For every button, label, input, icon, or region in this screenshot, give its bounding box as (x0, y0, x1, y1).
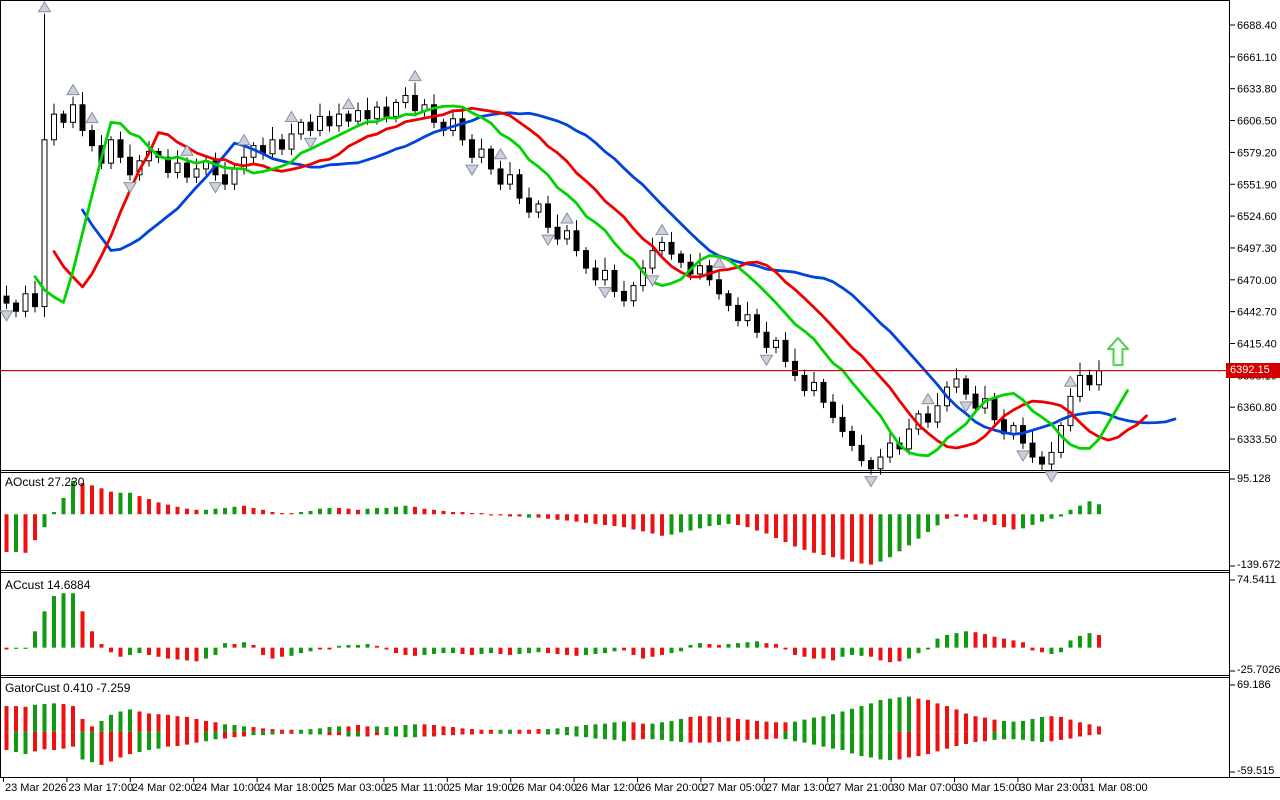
svg-text:26 Mar 04:00: 26 Mar 04:00 (512, 782, 577, 794)
candles-layer (3, 13, 1102, 475)
window-borders (0, 0, 1280, 778)
price-axis[interactable] (1230, 0, 1280, 777)
ao-indicator-label: AOcust 27.230 (5, 475, 85, 489)
svg-text:30 Mar 07:00: 30 Mar 07:00 (893, 782, 958, 794)
svg-text:6415.40: 6415.40 (1237, 339, 1277, 351)
svg-text:31 Mar 08:00: 31 Mar 08:00 (1083, 782, 1148, 794)
ac-histogram (4, 593, 1101, 663)
svg-text:6606.50: 6606.50 (1237, 116, 1277, 128)
main-chart-region[interactable] (0, 0, 1230, 470)
ao-histogram (4, 480, 1101, 565)
svg-text:25 Mar 11:00: 25 Mar 11:00 (385, 782, 449, 794)
ac-axis-max-label: 74.5411 (1237, 574, 1276, 586)
gator-histogram (4, 696, 1101, 765)
svg-text:6333.50: 6333.50 (1237, 434, 1277, 446)
gator-axis-max-label: 69.186 (1237, 679, 1271, 691)
svg-text:6497.30: 6497.30 (1237, 243, 1277, 255)
ao-axis-max-label: 95.128 (1237, 473, 1271, 485)
svg-text:6360.80: 6360.80 (1237, 402, 1277, 414)
svg-text:24 Mar 18:00: 24 Mar 18:00 (259, 782, 324, 794)
svg-text:26 Mar 12:00: 26 Mar 12:00 (576, 782, 641, 794)
svg-text:27 Mar 05:00: 27 Mar 05:00 (702, 782, 767, 794)
svg-text:6688.40: 6688.40 (1237, 20, 1277, 32)
svg-text:24 Mar 10:00: 24 Mar 10:00 (195, 782, 260, 794)
buy-arrow-marker (1107, 337, 1129, 367)
svg-text:23 Mar 17:00: 23 Mar 17:00 (68, 782, 133, 794)
svg-text:23 Mar 2026: 23 Mar 2026 (5, 782, 67, 794)
svg-text:6551.90: 6551.90 (1237, 179, 1277, 191)
ac-indicator-region[interactable] (0, 573, 1230, 675)
current-price-badge: 6392.15 (1226, 363, 1280, 378)
ac-axis-min-label: -25.7026 (1237, 664, 1280, 676)
time-axis[interactable] (0, 777, 1280, 800)
svg-text:25 Mar 03:00: 25 Mar 03:00 (322, 782, 387, 794)
svg-text:24 Mar 02:00: 24 Mar 02:00 (132, 782, 197, 794)
svg-text:25 Mar 19:00: 25 Mar 19:00 (449, 782, 514, 794)
ao-indicator-region[interactable] (0, 473, 1230, 570)
price-axis-labels: 6688.40 6661.10 6633.80 6606.50 6579.20 6551.… (1230, 20, 1277, 773)
alligator-teeth-line (52, 106, 1148, 450)
svg-text:6633.80: 6633.80 (1237, 84, 1277, 96)
gator-axis-min-label: -59.515 (1237, 765, 1275, 777)
svg-text:27 Mar 13:00: 27 Mar 13:00 (766, 782, 831, 794)
fractal-markers (0, 0, 1078, 488)
svg-text:6442.70: 6442.70 (1237, 307, 1277, 319)
gator-indicator-label: GatorCust 0.410 -7.259 (5, 681, 131, 695)
ao-axis-min-label: -139.672 (1237, 559, 1280, 571)
gator-indicator-region[interactable] (0, 678, 1230, 777)
svg-text:30 Mar 15:00: 30 Mar 15:00 (956, 782, 1021, 794)
svg-text:30 Mar 23:00: 30 Mar 23:00 (1019, 782, 1084, 794)
alligator-lips-line (33, 104, 1129, 458)
svg-text:6470.00: 6470.00 (1237, 275, 1277, 287)
svg-text:26 Mar 20:00: 26 Mar 20:00 (639, 782, 704, 794)
svg-text:27 Mar 21:00: 27 Mar 21:00 (829, 782, 894, 794)
ac-indicator-label: ACcust 14.6884 (5, 578, 91, 592)
svg-text:6524.60: 6524.60 (1237, 211, 1277, 223)
svg-text:6579.20: 6579.20 (1237, 147, 1277, 159)
svg-text:6661.10: 6661.10 (1237, 52, 1277, 64)
